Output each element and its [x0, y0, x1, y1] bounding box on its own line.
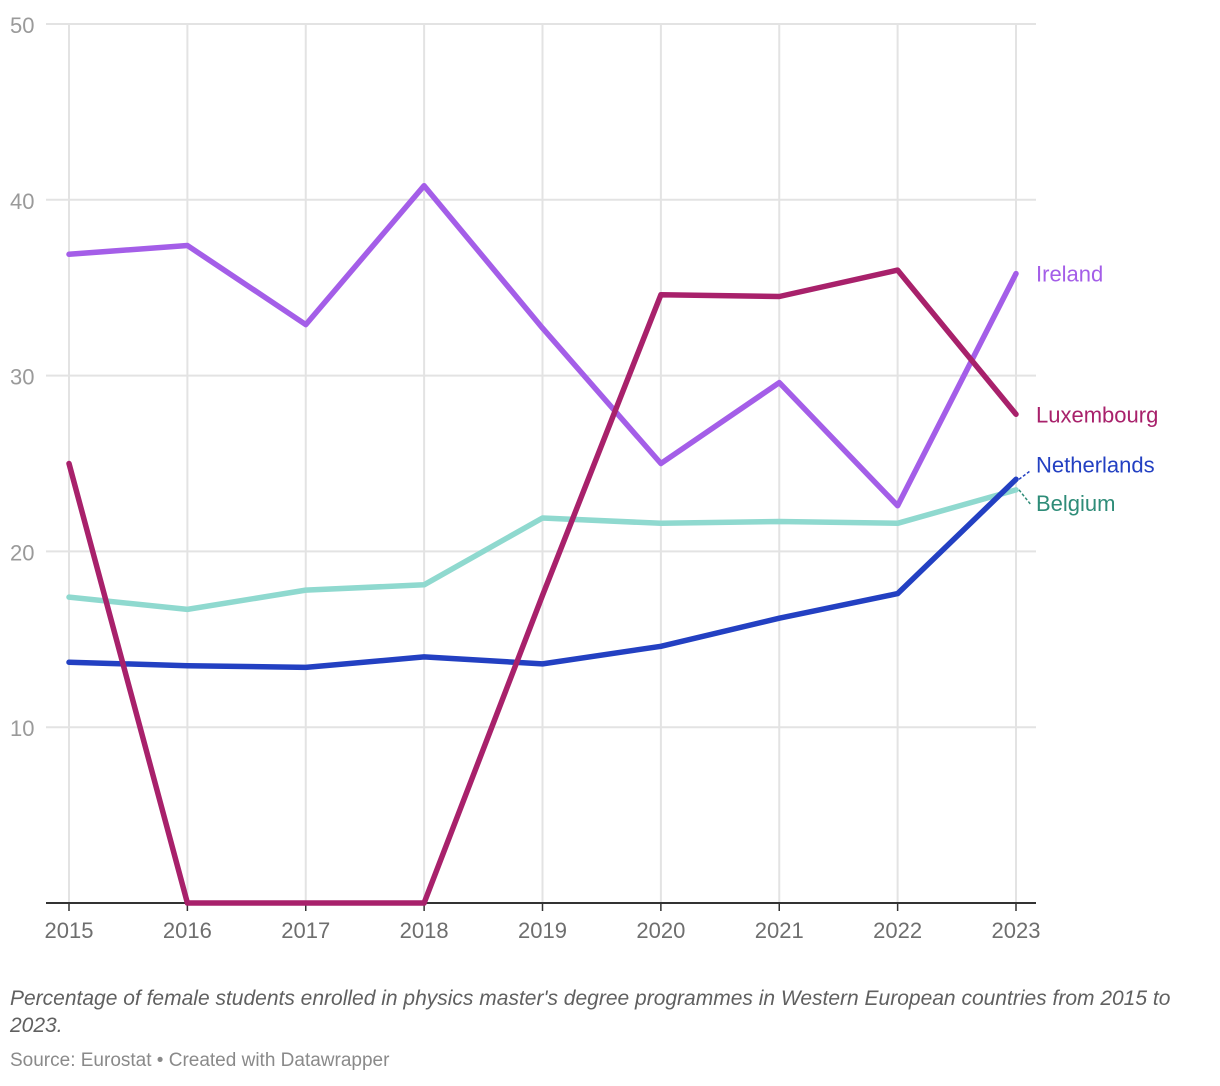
x-tick-label: 2019 [518, 918, 567, 943]
x-tick-label: 2021 [755, 918, 804, 943]
chart-caption: Percentage of female students enrolled i… [10, 987, 1171, 1037]
series-line-luxembourg [66, 267, 1019, 906]
series-label-ireland: Ireland [1036, 262, 1103, 287]
series-line-belgium [66, 487, 1019, 613]
y-axis-ticks: 10 20 30 40 50 [10, 13, 34, 741]
label-connector [1018, 469, 1032, 480]
x-axis-ticks: 2015 2016 2017 2018 2019 2020 2021 2022 2023 [45, 918, 1041, 943]
x-tick-label: 2022 [873, 918, 922, 943]
series-label-belgium: Belgium [1036, 491, 1115, 516]
series-line-ireland [66, 182, 1019, 509]
series-lines [66, 182, 1019, 906]
x-tick-label: 2017 [281, 918, 330, 943]
y-tick-label: 10 [10, 716, 34, 741]
gridlines [46, 23, 1036, 911]
x-tick-label: 2023 [992, 918, 1041, 943]
series-label-luxembourg: Luxembourg [1036, 402, 1158, 427]
y-tick-label: 40 [10, 189, 34, 214]
x-tick-label: 2020 [636, 918, 685, 943]
y-tick-label: 20 [10, 540, 34, 565]
x-tick-label: 2018 [400, 918, 449, 943]
chart-source: Source: Eurostat • Created with Datawrap… [10, 1050, 390, 1071]
series-labels: Ireland Luxembourg Netherlands Belgium [1018, 262, 1158, 516]
x-tick-label: 2015 [45, 918, 94, 943]
series-label-netherlands: Netherlands [1036, 452, 1155, 477]
label-connector [1018, 489, 1032, 506]
series-line-netherlands [66, 476, 1019, 671]
y-tick-label: 50 [10, 13, 34, 38]
x-tick-label: 2016 [163, 918, 212, 943]
y-tick-label: 30 [10, 365, 34, 390]
